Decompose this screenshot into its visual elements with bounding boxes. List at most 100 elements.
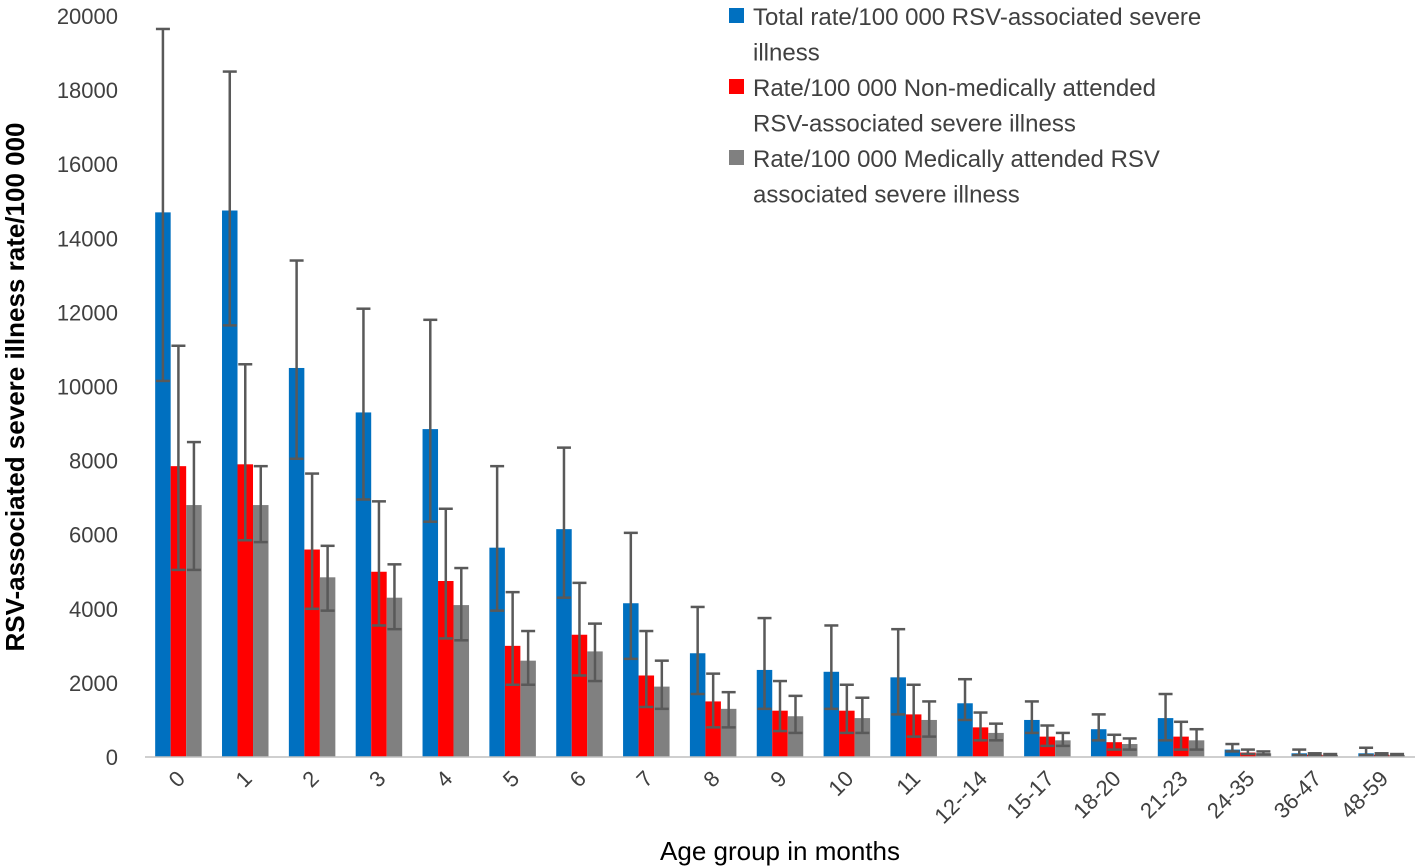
legend-label: Rate/100 000 Medically attended RSV	[753, 146, 1160, 173]
bar-non-medically-attended-9	[772, 710, 788, 757]
legend: Total rate/100 000 RSV-associated severe…	[729, 4, 1201, 209]
x-tick-label: 11	[891, 766, 925, 800]
bar-medically-attended-9	[787, 716, 804, 757]
bar-non-medically-attended-1	[237, 464, 254, 757]
x-tick-label: 5	[498, 766, 524, 792]
x-tick-label: 21-23	[1135, 766, 1192, 823]
bar-total-8	[689, 653, 706, 757]
error-bar-0-18-20	[1091, 713, 1106, 742]
bar-non-medically-attended-12--14	[972, 727, 989, 757]
error-bar-1-24-35	[1240, 748, 1255, 756]
error-bar-2-10	[855, 696, 870, 735]
error-bar-0-9	[757, 616, 772, 711]
bar-total-6	[556, 529, 572, 757]
x-tick-label: 10	[823, 766, 858, 801]
error-bar-0-0	[155, 27, 170, 383]
error-bar-2-4	[454, 566, 469, 642]
error-bar-1-8	[706, 672, 721, 729]
bar-series	[155, 210, 1405, 758]
bar-total-24-35	[1224, 749, 1241, 757]
bar-total-9	[756, 669, 773, 757]
y-tick-label: 0	[106, 745, 118, 770]
x-tick-label: 4	[431, 766, 457, 792]
x-tick-label: 48-59	[1336, 766, 1393, 823]
error-bar-0-4	[423, 318, 438, 523]
error-bar-0-21-23	[1158, 692, 1173, 742]
x-axis-ticks: 0 1 2 3 4 5 6 7 8 9 10 11 12--14 15-17 18-20 21-23 24-35…	[164, 766, 1393, 829]
error-bar-2-8	[721, 690, 736, 729]
error-bar-0-8	[690, 605, 705, 696]
x-tick-label: 18-20	[1068, 766, 1125, 823]
y-axis-label: RSV-associated severe illness rate/100 0…	[0, 122, 30, 651]
bar-non-medically-attended-4	[438, 581, 454, 757]
error-bar-0-12--14	[958, 677, 973, 722]
error-bar-0-15-17	[1024, 700, 1039, 735]
bar-medically-attended-12--14	[988, 732, 1004, 757]
error-bar-1-2	[305, 472, 320, 611]
error-bar-0-48-59	[1359, 746, 1374, 757]
error-bar-1-9	[773, 679, 787, 733]
x-tick-label: 2	[297, 766, 323, 792]
bar-medically-attended-4	[453, 605, 470, 757]
error-bar-1-12--14	[973, 711, 988, 742]
y-tick-label: 4000	[69, 597, 118, 622]
legend-label: illness	[753, 40, 820, 67]
error-bar-1-10	[839, 683, 854, 735]
bar-total-10	[823, 671, 840, 757]
legend-label: associated severe illness	[753, 182, 1020, 209]
bar-medically-attended-11	[921, 719, 937, 757]
y-tick-label: 10000	[57, 375, 118, 400]
bar-non-medically-attended-3	[371, 571, 387, 757]
bar-total-1	[222, 210, 238, 757]
error-bar-1-3	[371, 500, 386, 627]
y-tick-label: 6000	[69, 523, 118, 548]
x-tick-label: 15-17	[1001, 766, 1058, 823]
y-tick-label: 14000	[57, 226, 118, 251]
x-tick-label: 0	[164, 766, 190, 792]
error-bar-1-5	[505, 590, 520, 687]
error-bar-2-7	[654, 659, 669, 711]
error-bar-0-11	[891, 627, 906, 716]
error-bar-1-18-20	[1107, 733, 1122, 751]
bar-non-medically-attended-6	[571, 634, 588, 757]
y-tick-label: 2000	[69, 671, 118, 696]
error-bar-2-36-47	[1323, 752, 1338, 758]
bar-total-18-20	[1090, 729, 1107, 757]
legend-label: RSV-associated severe illness	[753, 111, 1076, 138]
error-bar-0-36-47	[1292, 748, 1307, 757]
legend-swatch-1	[729, 79, 744, 94]
error-bar-1-4	[438, 507, 453, 640]
legend-swatch-2	[729, 150, 744, 165]
error-bar-2-1	[253, 464, 268, 544]
error-bar-1-21-23	[1174, 720, 1189, 751]
y-tick-label: 20000	[57, 4, 118, 29]
x-tick-label: 3	[364, 766, 390, 792]
error-bar-2-48-59	[1390, 752, 1405, 758]
y-tick-label: 8000	[69, 449, 118, 474]
bar-non-medically-attended-5	[504, 645, 521, 757]
bar-medically-attended-15-17	[1055, 740, 1071, 757]
bar-total-0	[155, 212, 171, 758]
error-bar-2-21-23	[1189, 727, 1204, 751]
y-tick-label: 18000	[57, 78, 118, 103]
error-bar-1-6	[572, 581, 587, 677]
legend-label: Rate/100 000 Non-medically attended	[753, 75, 1156, 102]
error-bar-1-1	[238, 363, 253, 542]
bar-medically-attended-8	[720, 708, 737, 757]
bar-medically-attended-0	[186, 505, 202, 757]
legend-label: Total rate/100 000 RSV-associated severe	[753, 4, 1201, 31]
x-tick-label: 24-35	[1202, 766, 1259, 823]
legend-swatch-0	[729, 8, 744, 23]
x-tick-label: 6	[565, 766, 591, 792]
error-bar-2-5	[521, 629, 536, 687]
bar-non-medically-attended-7	[638, 675, 655, 757]
error-bar-1-36-47	[1307, 752, 1322, 757]
bar-total-12--14	[957, 703, 973, 757]
x-tick-label: 9	[765, 766, 791, 792]
error-bar-2-9	[788, 694, 803, 735]
y-tick-label: 12000	[57, 300, 118, 325]
error-bars	[155, 27, 1405, 758]
bar-non-medically-attended-8	[705, 701, 721, 757]
bar-medically-attended-7	[654, 686, 670, 757]
